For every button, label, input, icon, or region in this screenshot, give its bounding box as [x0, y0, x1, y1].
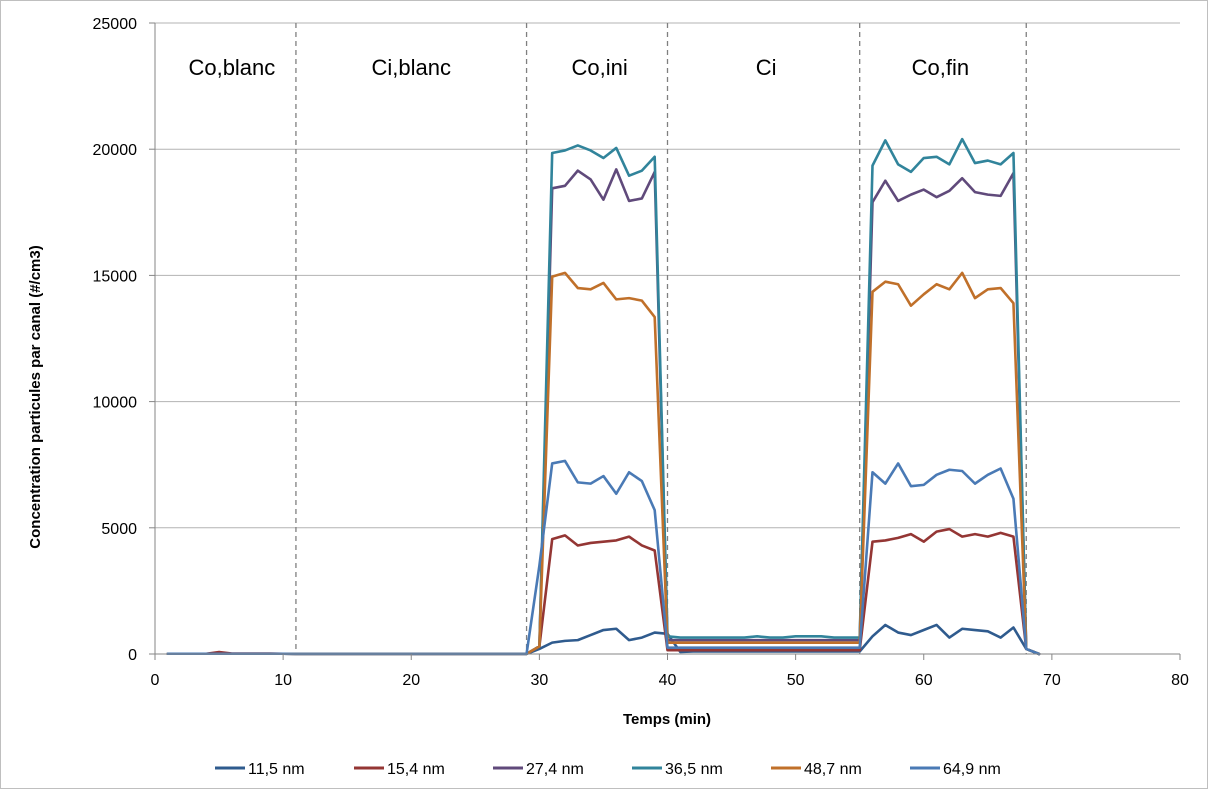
y-tick-label: 15000: [93, 268, 138, 285]
legend-label: 11,5 nm: [248, 761, 305, 778]
phase-label: Co,ini: [571, 55, 627, 80]
phase-label: Co,blanc: [188, 55, 275, 80]
x-tick-label: 60: [915, 672, 933, 689]
legend-label: 48,7 nm: [804, 761, 862, 778]
x-tick-label: 80: [1171, 672, 1189, 689]
legend-label: 64,9 nm: [943, 761, 1001, 778]
x-tick-label: 20: [402, 672, 420, 689]
phase-label: Co,fin: [912, 55, 969, 80]
x-tick-label: 10: [274, 672, 292, 689]
x-tick-label: 70: [1043, 672, 1061, 689]
legend: 11,5 nm 15,4 nm 27,4 nm 36,5 nm 48,7 nm 64,9 …: [215, 761, 1001, 778]
phase-markers: Co,blanc Ci,blanc Co,ini Ci Co,fin: [188, 23, 1027, 654]
y-tick-label: 25000: [93, 16, 138, 33]
legend-label: 36,5 nm: [665, 761, 723, 778]
x-tick-label: 30: [530, 672, 548, 689]
legend-label: 27,4 nm: [526, 761, 584, 778]
x-tick-label: 50: [787, 672, 805, 689]
phase-label: Ci: [756, 55, 777, 80]
y-axis-title: Concentration particules par canal (#/cm…: [27, 245, 44, 548]
y-tick-label: 5000: [101, 521, 137, 538]
x-tick-label: 40: [659, 672, 677, 689]
axes: 0 5000 10000 15000 20000 25000 0 10 20 30 40 50 60 70…: [93, 16, 1190, 689]
legend-label: 15,4 nm: [387, 761, 445, 778]
y-tick-label: 0: [128, 647, 137, 664]
x-tick-label: 0: [151, 672, 160, 689]
y-tick-label: 20000: [93, 142, 138, 159]
x-axis-title: Temps (min): [623, 711, 711, 728]
y-tick-label: 10000: [93, 395, 138, 412]
phase-label: Ci,blanc: [372, 55, 451, 80]
